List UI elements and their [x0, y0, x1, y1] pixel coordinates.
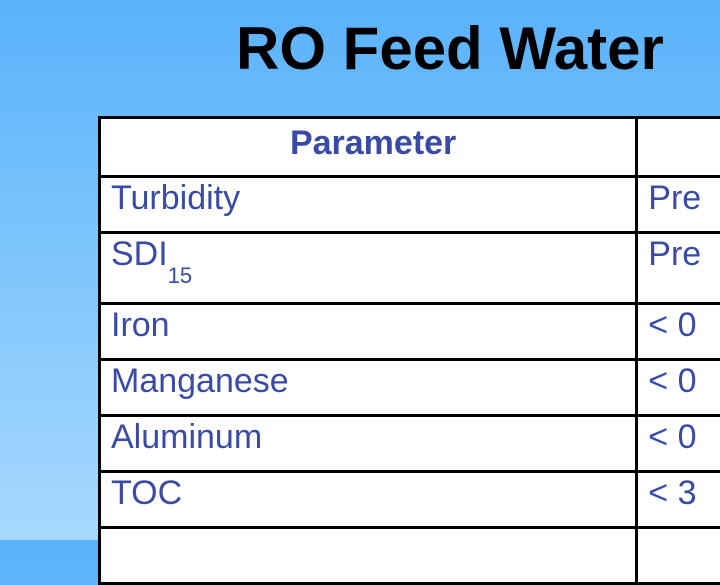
table-row: SDI15 Pre	[100, 233, 720, 304]
table-row: Iron < 0	[100, 304, 720, 360]
header-limit	[637, 118, 720, 177]
table-row: Aluminum < 0	[100, 416, 720, 472]
cell-value: Pre	[637, 177, 720, 233]
cell-value	[637, 528, 720, 584]
cell-parameter: Iron	[100, 304, 637, 360]
table-row	[100, 528, 720, 584]
header-parameter: Parameter	[100, 118, 637, 177]
table-row: Turbidity Pre	[100, 177, 720, 233]
slide-title: RO Feed Water	[236, 16, 664, 82]
table-row: Manganese < 0	[100, 360, 720, 416]
cell-parameter: SDI15	[100, 233, 637, 304]
parameter-table: Parameter Turbidity Pre SDI15 Pre Iron <…	[98, 116, 720, 585]
cell-parameter: Turbidity	[100, 177, 637, 233]
cell-value: Pre	[637, 233, 720, 304]
cell-parameter: Manganese	[100, 360, 637, 416]
cell-parameter: Aluminum	[100, 416, 637, 472]
table-header-row: Parameter	[100, 118, 720, 177]
cell-parameter: TOC	[100, 472, 637, 528]
parameter-table-container: Parameter Turbidity Pre SDI15 Pre Iron <…	[98, 116, 720, 556]
parameter-subscript: 15	[168, 263, 192, 288]
cell-parameter	[100, 528, 637, 584]
table-row: TOC < 3	[100, 472, 720, 528]
cell-value: < 0	[637, 416, 720, 472]
cell-value: < 0	[637, 360, 720, 416]
cell-value: < 0	[637, 304, 720, 360]
cell-value: < 3	[637, 472, 720, 528]
parameter-name: SDI	[111, 235, 168, 273]
